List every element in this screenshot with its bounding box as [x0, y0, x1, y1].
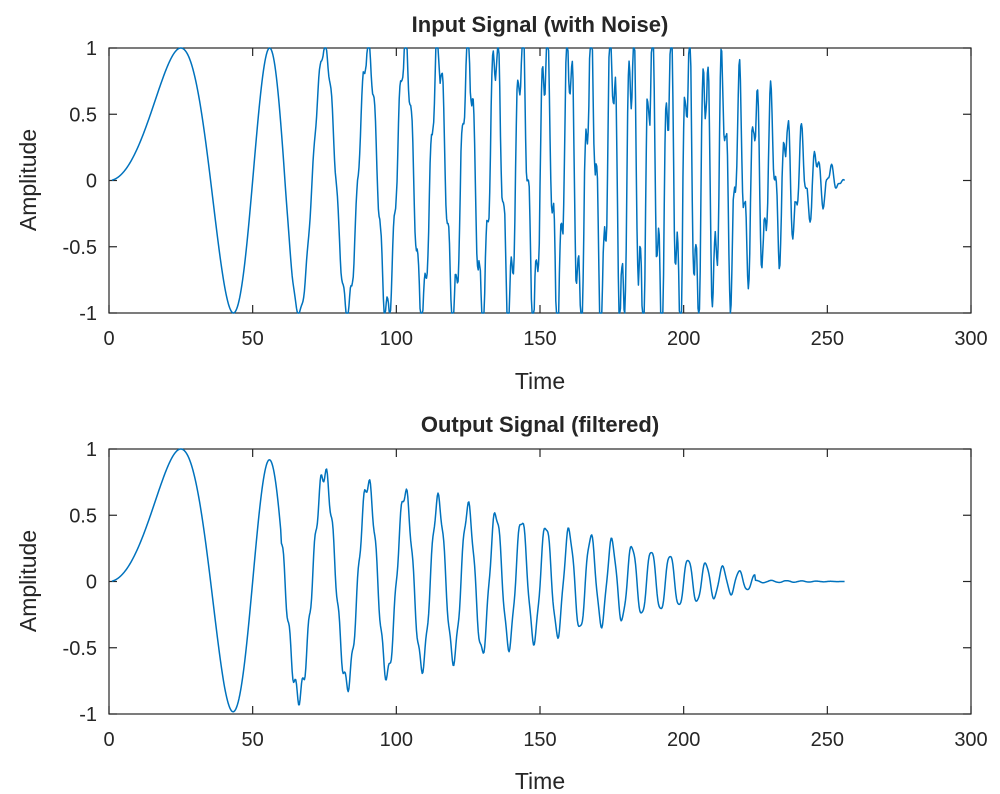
- series-line: [111, 448, 845, 713]
- y-tick-label: 1: [86, 38, 97, 60]
- y-tick-label: 0: [86, 171, 97, 193]
- x-tick-label: 50: [242, 328, 264, 350]
- x-tick-label: 100: [380, 328, 413, 350]
- x-tick-label: 150: [523, 729, 556, 751]
- y-tick-label: -0.5: [63, 638, 97, 660]
- x-axis-label: Time: [515, 768, 565, 794]
- axis-ticks: 0 50 100 150 200 250 300 1 0.5 0 -0.5 -1: [63, 439, 988, 751]
- series-line: [111, 47, 846, 314]
- y-tick-label: -1: [79, 303, 97, 325]
- y-axis-label: Amplitude: [15, 129, 41, 231]
- y-axis-label: Amplitude: [15, 530, 41, 632]
- x-tick-label: 300: [954, 729, 987, 751]
- x-tick-label: 0: [103, 729, 114, 751]
- y-tick-label: 0.5: [69, 505, 97, 527]
- y-tick-label: 1: [86, 439, 97, 461]
- x-tick-label: 100: [380, 729, 413, 751]
- x-tick-label: 200: [667, 729, 700, 751]
- x-tick-label: 250: [811, 729, 844, 751]
- x-tick-label: 0: [103, 328, 114, 350]
- axis-ticks: 0 50 100 150 200 250 300 1 0.5 0 -0.5 -1: [63, 38, 988, 350]
- series-group: [111, 47, 846, 314]
- chart-title: Input Signal (with Noise): [412, 12, 669, 37]
- series-group: [111, 448, 845, 713]
- x-tick-label: 150: [523, 328, 556, 350]
- x-tick-label: 200: [667, 328, 700, 350]
- y-tick-label: -1: [79, 704, 97, 726]
- y-tick-label: 0.5: [69, 104, 97, 126]
- x-tick-label: 50: [242, 729, 264, 751]
- x-axis-label: Time: [515, 368, 565, 394]
- y-tick-label: 0: [86, 572, 97, 594]
- chart-title: Output Signal (filtered): [421, 412, 659, 437]
- y-tick-label: -0.5: [63, 237, 97, 259]
- subplot-input: Input Signal (with Noise) Time Amplitude…: [15, 12, 988, 394]
- subplot-output: Output Signal (filtered) Time Amplitude …: [15, 412, 988, 794]
- x-tick-label: 250: [811, 328, 844, 350]
- x-tick-label: 300: [954, 328, 987, 350]
